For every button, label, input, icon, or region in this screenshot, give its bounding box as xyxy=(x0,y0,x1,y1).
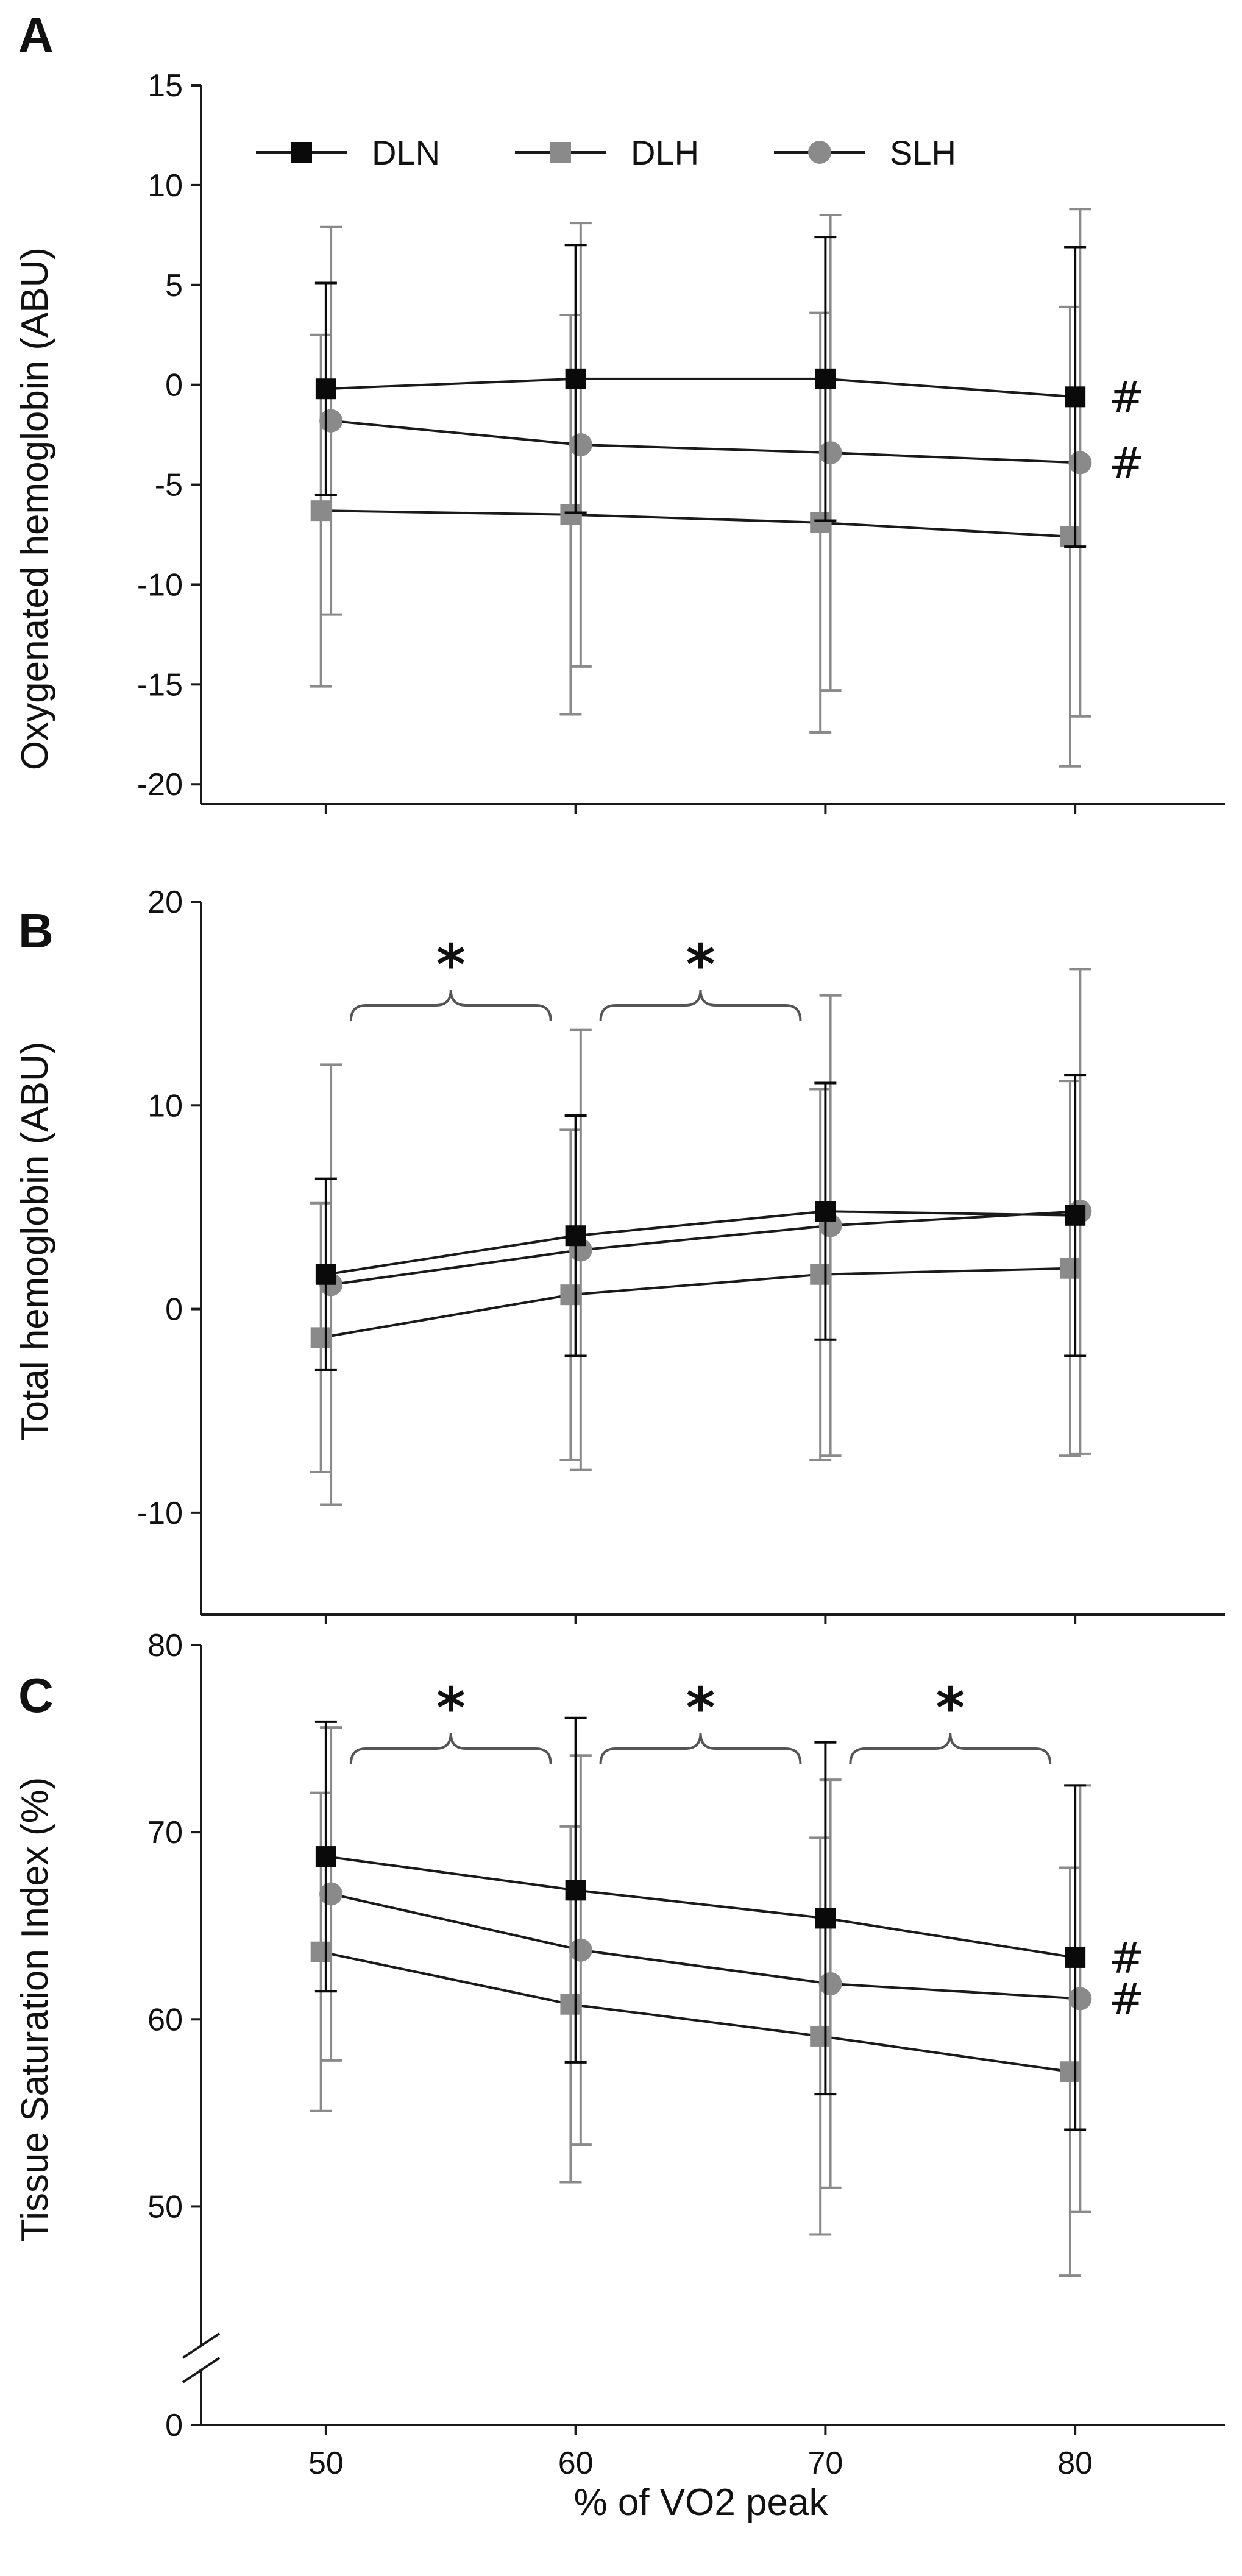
y-tick-label: 5 xyxy=(165,268,183,303)
marker-dlh xyxy=(810,2025,831,2047)
marker-slh xyxy=(319,409,343,433)
axis-break-mark xyxy=(182,2357,221,2383)
marker-dlh xyxy=(1059,1258,1081,1279)
marker-dlh xyxy=(310,1941,332,1962)
marker-slh xyxy=(1068,1987,1092,2011)
y-tick-label: 10 xyxy=(147,168,183,203)
marker-dlh xyxy=(1059,2061,1081,2082)
marker-dln xyxy=(1065,1205,1086,1226)
legend-label-dln: DLN xyxy=(372,133,440,172)
series-line-dln xyxy=(325,1855,1076,1959)
y-tick-label: 10 xyxy=(147,1088,183,1123)
significance-star: * xyxy=(436,932,466,997)
significance-star: * xyxy=(686,932,715,997)
panel-c-plot: 80 70 60 50 0 50 60 70 80 * * * ## xyxy=(147,1628,1225,2481)
significance-hash: # xyxy=(1109,372,1144,422)
series-line-slh xyxy=(330,419,1081,464)
y-axis-title-c: Tissue Saturation Index (%) xyxy=(14,1777,56,2242)
series-line-dln xyxy=(325,377,1076,398)
x-tick-label: 60 xyxy=(558,2446,594,2481)
y-tick-label: -10 xyxy=(137,1496,183,1531)
significance-bracket xyxy=(599,1733,802,1764)
marker-dln xyxy=(315,1846,336,1867)
x-tick-label: 70 xyxy=(807,2446,843,2481)
marker-dln xyxy=(565,1225,586,1247)
marker-dlh xyxy=(560,1994,581,2015)
significance-hash: # xyxy=(1109,439,1144,489)
y-tick-label: -15 xyxy=(137,667,183,702)
y-tick-label: 0 xyxy=(165,1292,183,1328)
y-tick-label: 0 xyxy=(165,368,183,403)
significance-star: * xyxy=(935,1675,965,1741)
marker-dlh xyxy=(810,1264,831,1285)
significance-star: * xyxy=(436,1675,466,1741)
axis-break-mark xyxy=(182,2332,221,2359)
y-tick-label: 60 xyxy=(147,2002,183,2037)
marker-dlh xyxy=(1059,526,1081,547)
legend-marker-dln xyxy=(291,142,312,163)
series-line-dlh xyxy=(321,1950,1071,2073)
y-tick-label: -20 xyxy=(137,767,183,802)
marker-dlh xyxy=(560,1284,581,1306)
series-line-dln xyxy=(325,1210,1076,1276)
legend-label-slh: SLH xyxy=(890,133,956,172)
marker-slh xyxy=(818,1972,842,1995)
y-axis-title-a: Oxygenated hemoglobin (ABU) xyxy=(14,247,56,770)
y-tick-label: 50 xyxy=(147,2189,183,2224)
significance-star: * xyxy=(686,1675,715,1741)
y-tick-label: 15 xyxy=(147,68,183,104)
marker-dln xyxy=(815,368,836,389)
significance-bracket xyxy=(599,989,802,1021)
marker-slh xyxy=(569,1938,592,1962)
x-tick-label: 50 xyxy=(308,2446,344,2481)
marker-dln xyxy=(315,378,336,400)
legend-marker-dlh xyxy=(550,142,571,163)
panel-label-a: A xyxy=(18,8,54,62)
panel-label-b: B xyxy=(18,904,54,958)
legend: DLN DLH SLH xyxy=(256,133,956,172)
y-tick-label: 70 xyxy=(147,1815,183,1850)
marker-dln xyxy=(1065,386,1086,408)
legend-marker-slh xyxy=(808,141,831,164)
panel-a-plot: 15 10 5 0 -5 -10 -15 -20 # # xyxy=(137,68,1225,814)
marker-dln xyxy=(565,1880,586,1901)
marker-slh xyxy=(818,441,842,465)
series-line-slh xyxy=(330,1210,1081,1286)
panel-b-plot: 20 10 0 -10 * * xyxy=(137,885,1225,1624)
series-line-dlh xyxy=(321,1267,1071,1339)
marker-slh xyxy=(569,433,592,456)
panel-label-c: C xyxy=(18,1668,54,1722)
marker-slh xyxy=(319,1882,343,1906)
marker-dln xyxy=(315,1264,336,1285)
y-tick-label: -10 xyxy=(137,567,183,603)
x-tick-label: 80 xyxy=(1057,2446,1093,2481)
significance-bracket xyxy=(849,1733,1052,1764)
series-line-dlh xyxy=(321,509,1071,538)
marker-slh xyxy=(1068,451,1092,475)
significance-bracket xyxy=(349,1733,552,1764)
y-axis-title-b: Total hemoglobin (ABU) xyxy=(14,1042,56,1441)
marker-dln xyxy=(565,368,586,389)
marker-dlh xyxy=(560,504,581,525)
marker-dlh xyxy=(310,500,332,522)
marker-dln xyxy=(815,1908,836,1929)
significance-bracket xyxy=(349,989,552,1021)
significance-hash: # xyxy=(1109,1933,1144,1983)
series-line-slh xyxy=(330,1892,1081,2000)
marker-dlh xyxy=(810,512,831,533)
significance-hash: # xyxy=(1109,1975,1144,2025)
marker-dln xyxy=(1065,1947,1086,1968)
marker-dln xyxy=(815,1201,836,1222)
y-tick-label: 80 xyxy=(147,1628,183,1663)
marker-dlh xyxy=(310,1327,332,1348)
legend-label-dlh: DLH xyxy=(631,133,699,172)
x-axis-title: % of VO2 peak xyxy=(573,2482,828,2524)
y-tick-label: -5 xyxy=(155,468,183,503)
y-tick-label: 20 xyxy=(147,885,183,920)
y-tick-label: 0 xyxy=(165,2408,183,2443)
